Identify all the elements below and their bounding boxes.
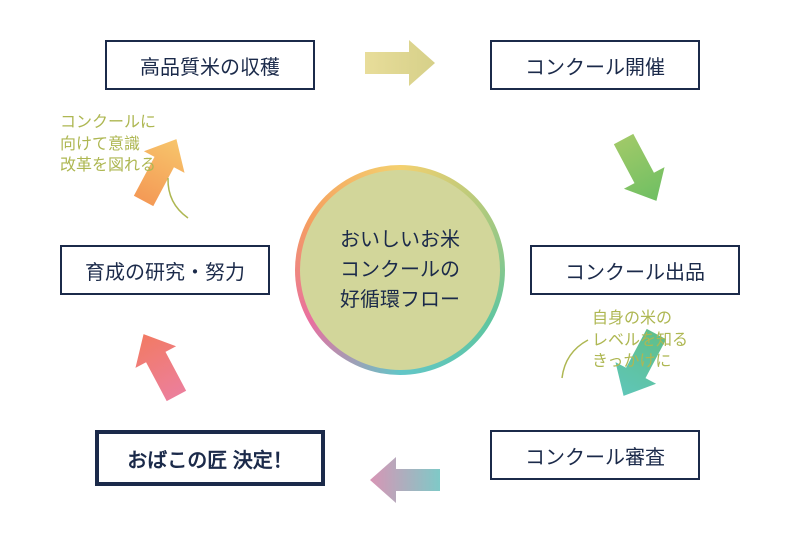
callout-line: 向けて意識 <box>60 134 156 156</box>
callout-line: コンクールに <box>60 112 156 134</box>
flow-node-n5: おばこの匠 決定！ <box>95 430 325 486</box>
flow-node-label: おばこの匠 決定！ <box>127 444 293 473</box>
callout-line: レベルを知る <box>592 330 688 352</box>
flow-node-n4: コンクール審査 <box>490 430 700 480</box>
flow-node-n2: コンクール開催 <box>490 40 700 90</box>
flow-node-label: コンクール審査 <box>525 441 665 470</box>
flow-node-n3: コンクール出品 <box>530 245 740 295</box>
flow-arrow-a5 <box>123 323 196 406</box>
flow-node-label: コンクール開催 <box>525 51 665 80</box>
flow-node-n6: 育成の研究・努力 <box>60 245 270 295</box>
flow-node-label: コンクール出品 <box>565 256 705 285</box>
center-text: おいしいお米 コンクールの 好循環フロー <box>340 225 460 315</box>
center-circle: おいしいお米 コンクールの 好循環フロー <box>300 170 500 370</box>
callout-c1: コンクールに向けて意識改革を図れる <box>60 112 156 177</box>
callout-tail <box>168 178 188 218</box>
center-line2: コンクールの <box>340 259 460 281</box>
flow-arrow-a2 <box>603 128 676 211</box>
center-line3: 好循環フロー <box>340 289 460 311</box>
flow-node-label: 高品質米の収穫 <box>140 51 280 80</box>
callout-tail <box>562 340 588 378</box>
flow-node-n1: 高品質米の収穫 <box>105 40 315 90</box>
callout-c2: 自身の米のレベルを知るきっかけに <box>592 308 688 373</box>
center-line1: おいしいお米 <box>340 229 460 251</box>
flow-arrow-a4 <box>370 457 440 503</box>
callout-line: きっかけに <box>592 351 688 373</box>
callout-line: 自身の米の <box>592 308 688 330</box>
diagram-stage: おいしいお米 コンクールの 好循環フロー 高品質米の収穫コンクール開催コンクール… <box>0 0 800 533</box>
flow-node-label: 育成の研究・努力 <box>85 256 245 285</box>
callout-line: 改革を図れる <box>60 155 156 177</box>
flow-arrow-a1 <box>365 40 435 86</box>
